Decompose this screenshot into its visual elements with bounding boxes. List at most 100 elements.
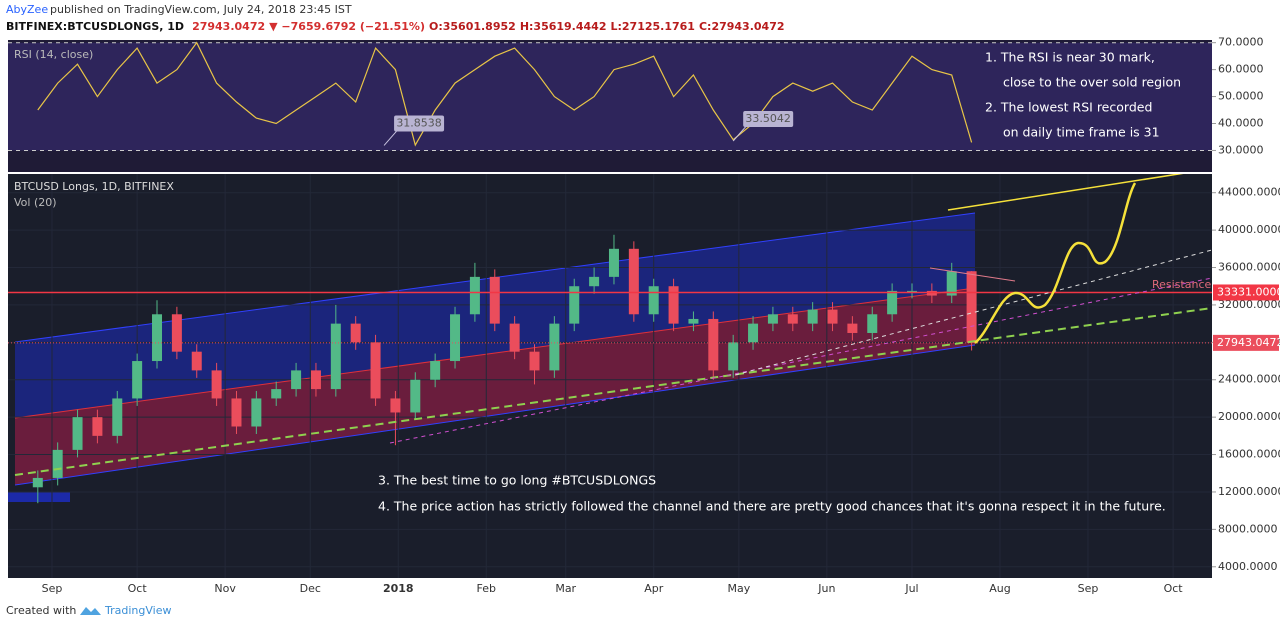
change: ▼ −7659.6792 (−21.51%) [269,20,425,33]
price-tag [1213,284,1279,301]
x-tick-label: Jul [904,582,918,595]
candle-body [330,323,341,390]
rsi-layer: 31.8538 33.5042 [8,41,1212,151]
candle-body [271,389,282,399]
symbol: BITFINEX:BTCUSDLONGS, 1D [6,20,184,33]
last: 27943.0472 [192,20,265,33]
candle-body [291,370,302,390]
candle-body [628,248,639,315]
y-tick-label: 16000.0000 [1218,448,1280,461]
candle-body [72,417,83,450]
rsi-label: RSI (14, close) [14,48,93,61]
note: 2. The lowest RSI recorded [985,100,1152,115]
candle-body [787,314,798,324]
candle-body [688,318,699,324]
projection [974,182,1137,344]
candle-body [887,290,898,315]
band [8,42,1212,151]
author: AbyZee [6,3,48,16]
x-tick-label: Nov [214,582,236,595]
candle-body [191,351,202,371]
candle-body [211,370,222,399]
candle-body [112,398,123,436]
candle-body [926,290,937,296]
y-tick-label: 70.0000 [1218,36,1264,49]
candle-body [430,361,441,380]
channel-edge [14,344,976,486]
candle-body [668,286,679,324]
ohlc-high: H:35619.4442 [520,20,607,33]
candle-body [847,323,858,333]
candle-body [469,276,480,315]
callout-label: 31.8538 [396,116,442,129]
candle-body [92,417,103,436]
ohlc-open: O:35601.8952 [429,20,516,33]
ohlc-close: C:27943.0472 [699,20,785,33]
note: 4. The price action has strictly followe… [378,499,1166,514]
x-tick-label: Oct [128,582,148,595]
header-line: BITFINEX:BTCUSDLONGS, 1D 27943.0472 ▼ −765… [6,20,785,33]
published: published on TradingView.com, July 24, 2… [50,3,352,16]
candle-body [32,477,43,488]
indicator: Vol (20) [14,196,57,209]
price-layer [8,174,1212,578]
y-tick-label: 30.0000 [1218,143,1264,156]
axis-layer: 30.0000 40.0000 50.0000 60.0000 70.0000 Sep Oc… [42,36,1280,595]
note: close to the over sold region [1003,75,1181,90]
x-tick-label: Jun [817,582,835,595]
footer: Created with [6,604,76,617]
callout-pointer [383,129,399,146]
x-tick-label: Mar [555,582,576,595]
candle-body [410,379,421,413]
price-tag [1213,334,1279,351]
candle-body [52,449,63,478]
trendline [14,307,1212,476]
candle-body [589,276,600,287]
y-tick-label: 8000.0000 [1218,522,1278,535]
x-tick-label: Dec [300,582,321,595]
y-tick-label: 60.0000 [1218,63,1264,76]
candle-body [529,351,540,371]
y-tick-label: 4000.0000 [1218,560,1278,573]
candle-body [350,323,361,343]
logo [80,607,101,615]
ohlc-low: L:27125.1761 [610,20,694,33]
price-axis [1212,40,1280,580]
resistance-label: Resistance [1152,278,1212,291]
candle-body [966,271,977,343]
candle-body [310,370,321,390]
price-title: BTCUSD Longs, 1D, BITFINEX [14,180,174,193]
candle-body [489,276,500,324]
callout-pointer [732,124,748,142]
y-tick-label: 12000.0000 [1218,485,1280,498]
candle-body [370,342,381,399]
candle-body [867,314,878,333]
x-tick-label: Apr [644,582,664,595]
x-tick-label: May [727,582,750,595]
candle-body [231,398,242,427]
candle-body [906,290,917,292]
y-tick-label: 36000.0000 [1218,261,1280,274]
candle-body [509,323,520,352]
x-tick-label: 2018 [383,582,414,595]
y-tick-label: 24000.0000 [1218,373,1280,386]
y-tick-label: 44000.0000 [1218,186,1280,199]
y-tick-label: 32000.0000 [1218,298,1280,311]
trendline [389,277,1212,444]
x-tick-label: Oct [1164,582,1184,595]
y-tick-label: 20000.0000 [1218,410,1280,423]
candle-body [132,361,143,399]
note: 3. The best time to go long #BTCUSDLONGS [378,473,656,488]
price-tag-label: 27943.0472 [1217,336,1280,349]
y-tick-label: 40000.0000 [1218,223,1280,236]
drawings [14,174,1212,476]
candle-body [450,314,461,362]
brand[interactable]: TradingView [104,604,171,617]
note: on daily time frame is 31 [1003,125,1160,140]
candle-body [807,309,818,324]
candle-body [827,309,838,324]
candle-body [748,323,759,343]
candle-body [767,314,778,324]
price-tag-label: 33331.0000 [1217,285,1280,298]
